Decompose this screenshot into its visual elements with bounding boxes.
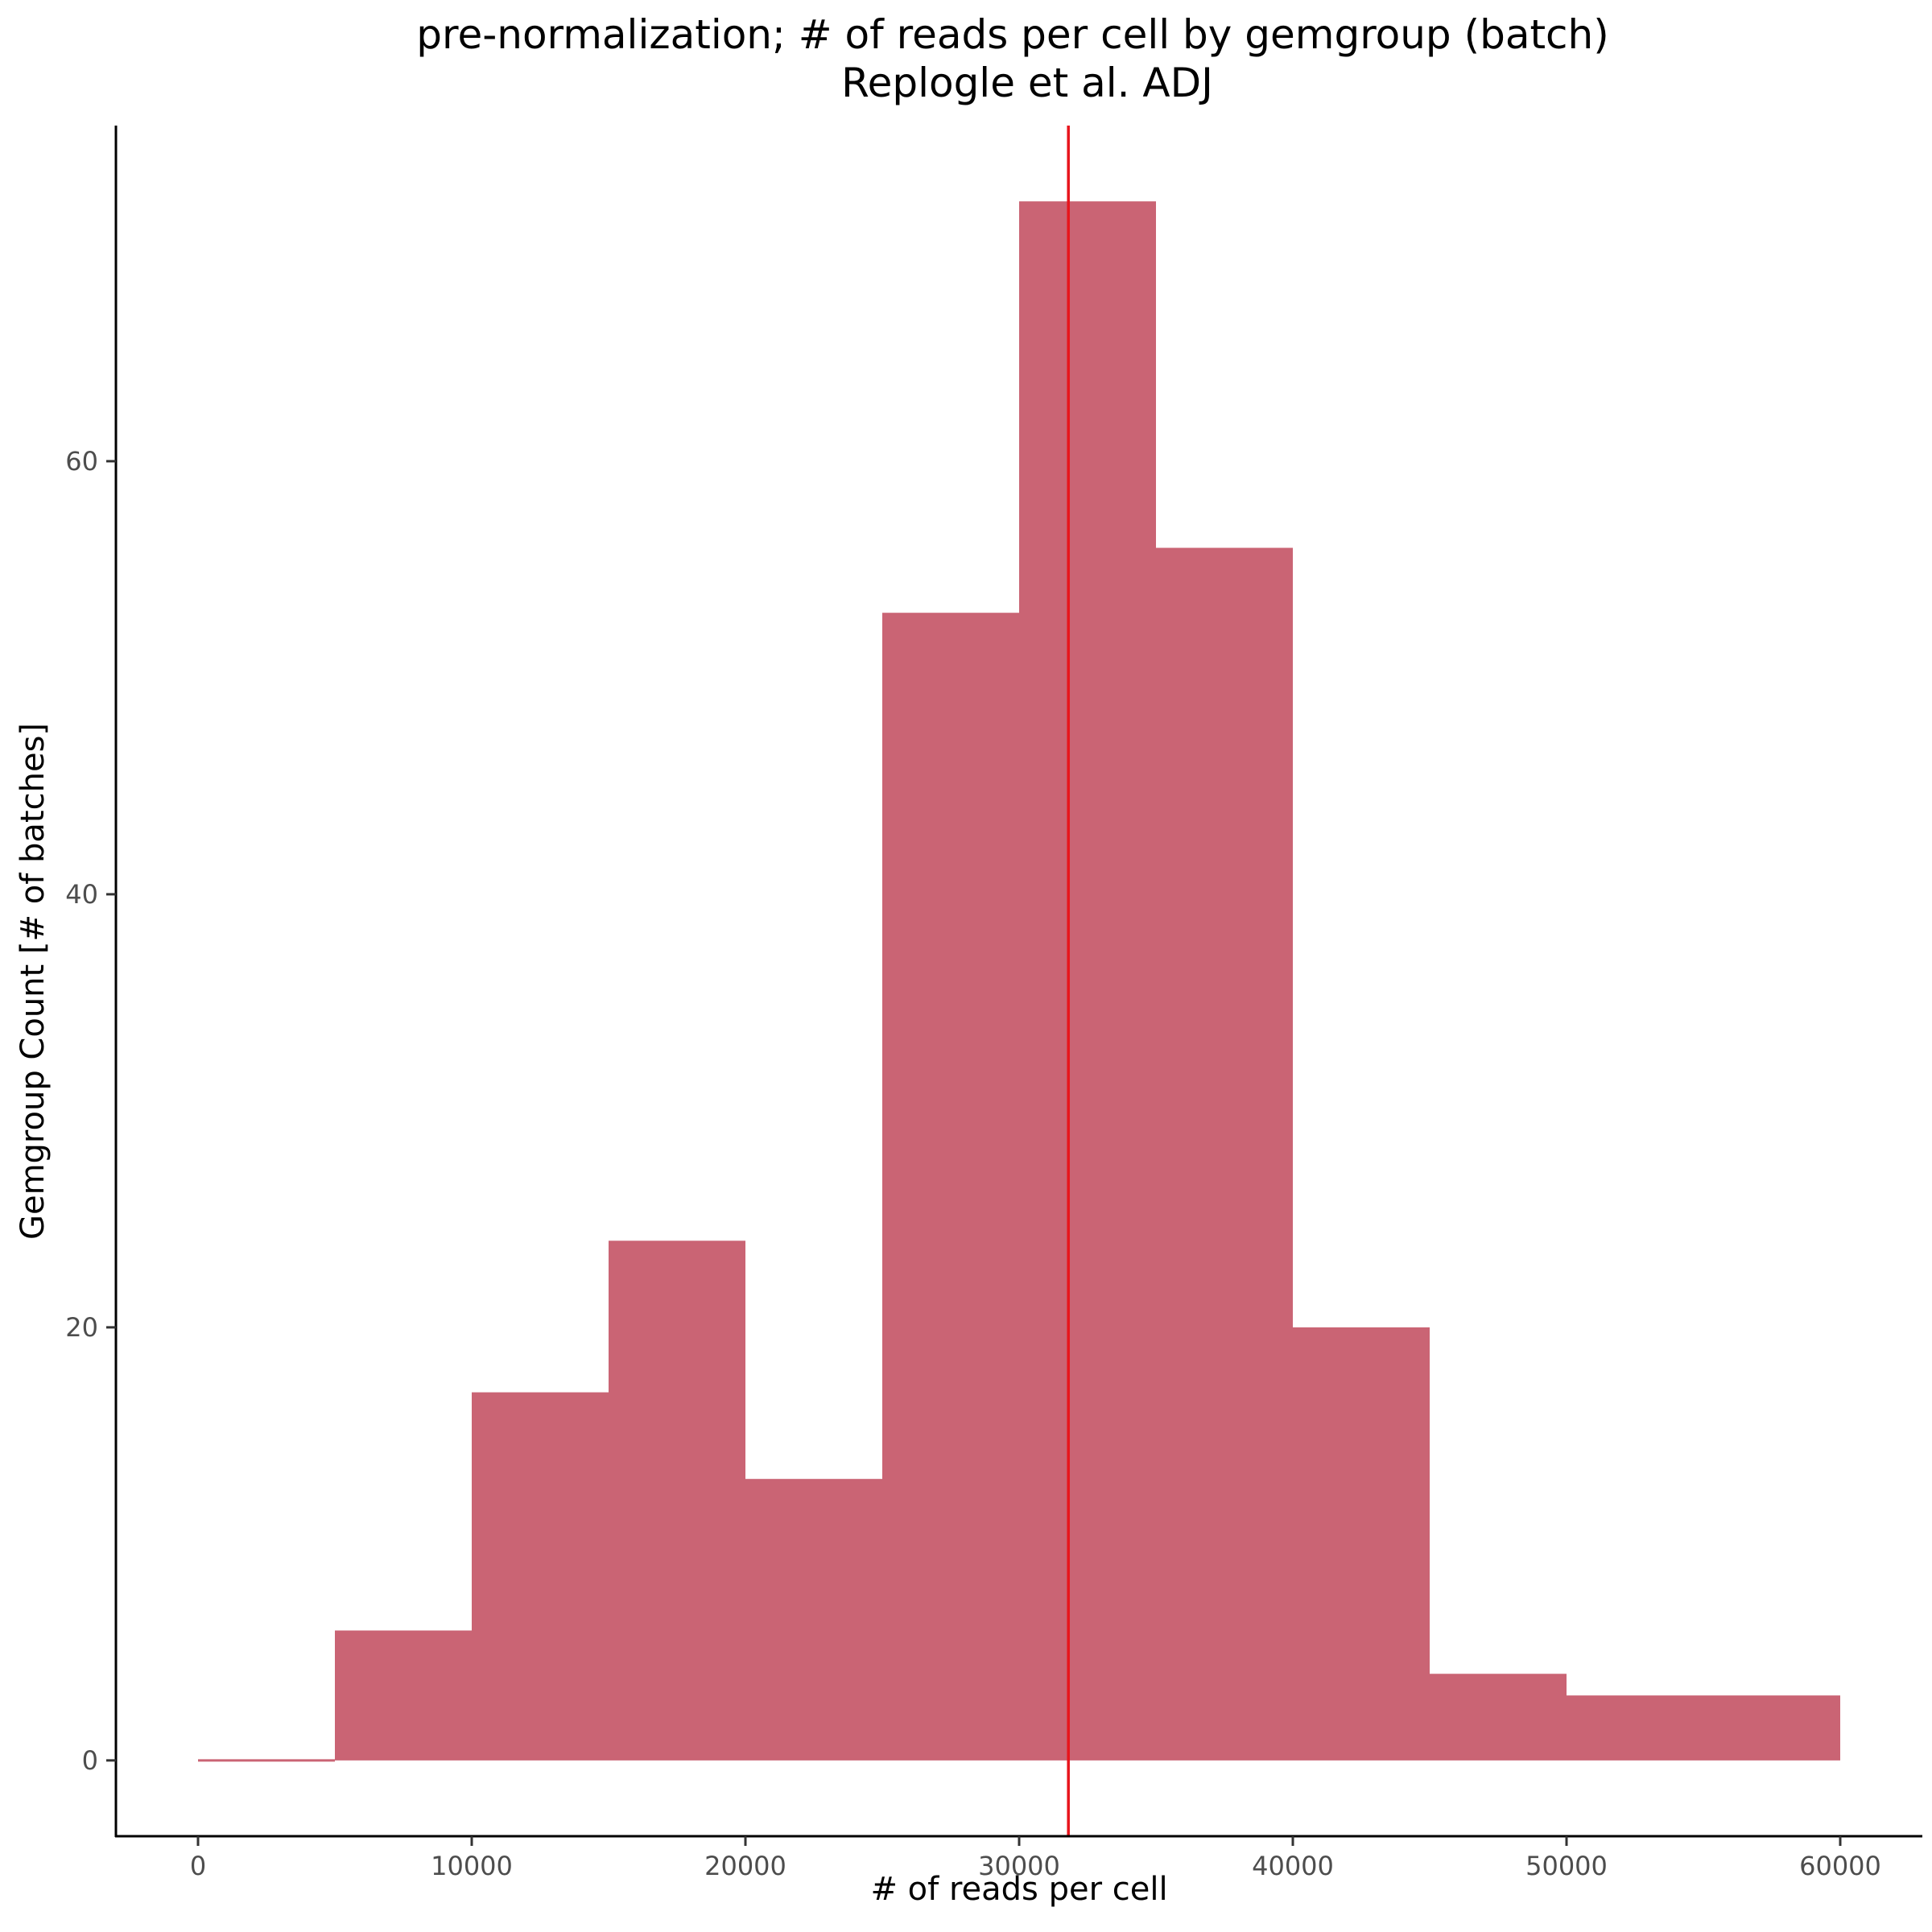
histogram-bar-4 [745,1479,882,1761]
x-axis-label: # of reads per cell [870,1871,1167,1908]
y-tick-label: 0 [82,1745,98,1776]
chart-subtitle: Replogle et al. ADJ [841,60,1213,106]
x-tick-label: 0 [190,1851,206,1881]
histogram-bar-7 [1156,547,1293,1761]
x-tick-label: 50000 [1525,1851,1608,1881]
histogram-bar-10 [1567,1695,1703,1761]
y-axis-ticks: 0 20 40 60 [65,446,116,1776]
histogram-bar-6 [1019,201,1156,1761]
x-axis-ticks: 0 10000 20000 30000 40000 50000 60000 [190,1836,1881,1881]
x-tick-label: 10000 [431,1851,513,1881]
x-tick-label: 40000 [1252,1851,1334,1881]
histogram-bar-3 [609,1241,745,1761]
histogram-bar-5 [882,613,1019,1761]
histogram-bar-1 [335,1630,472,1761]
x-tick-label: 60000 [1799,1851,1881,1881]
histogram-bar-2 [472,1392,609,1761]
chart-title: pre-normalization; # of reads per cell b… [416,11,1609,58]
histogram-bar-9 [1430,1674,1567,1761]
x-tick-label: 20000 [704,1851,786,1881]
y-axis-label: Gemgroup Count [# of batches] [14,723,52,1240]
x-tick-label: 30000 [978,1851,1060,1881]
y-tick-label: 20 [65,1312,98,1343]
histogram-bar-11 [1703,1695,1840,1761]
y-tick-label: 40 [65,879,98,910]
histogram-bars [198,201,1840,1762]
histogram-bar-8 [1293,1327,1430,1761]
y-tick-label: 60 [65,446,98,477]
